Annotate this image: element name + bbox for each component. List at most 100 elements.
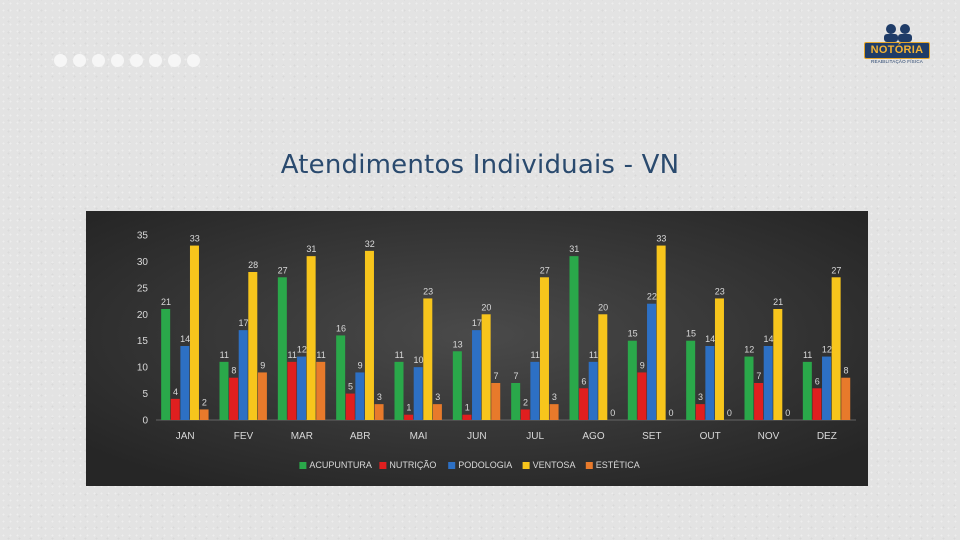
- data-label: 31: [306, 244, 316, 254]
- legend-swatch: [522, 462, 530, 469]
- bar-ventosa: [656, 245, 666, 420]
- bar-acupuntura: [686, 340, 696, 420]
- bar-podologia: [472, 330, 482, 420]
- bar-podologia: [647, 303, 657, 420]
- bar-acupuntura: [744, 356, 754, 420]
- decorative-dot: [73, 54, 86, 67]
- bar-acupuntura: [336, 335, 346, 420]
- bar-ventosa: [539, 277, 549, 420]
- bar-ventosa: [598, 314, 608, 420]
- decorative-dot: [187, 54, 200, 67]
- bar-estética: [199, 409, 209, 420]
- data-label: 15: [628, 329, 638, 339]
- data-label: 11: [589, 350, 598, 360]
- bar-podologia: [297, 356, 307, 420]
- data-label: 7: [513, 371, 518, 381]
- bar-ventosa: [831, 277, 841, 420]
- bar-ventosa: [248, 272, 258, 420]
- data-label: 3: [698, 392, 703, 402]
- data-label: 12: [744, 345, 754, 355]
- y-tick-label: 30: [137, 257, 149, 268]
- bar-estética: [257, 372, 267, 420]
- data-label: 11: [288, 350, 297, 360]
- x-tick-label: NOV: [758, 431, 780, 442]
- data-label: 17: [238, 318, 248, 328]
- data-label: 23: [423, 286, 433, 296]
- bar-nutrição: [579, 388, 589, 420]
- bar-acupuntura: [277, 277, 287, 420]
- bar-nutrição: [812, 388, 822, 420]
- data-label: 20: [481, 302, 491, 312]
- data-label: 12: [822, 345, 832, 355]
- x-tick-label: JUN: [467, 431, 486, 442]
- decorative-dot: [54, 54, 67, 67]
- bar-nutrição: [345, 393, 355, 420]
- data-label: 7: [494, 371, 499, 381]
- bar-acupuntura: [161, 309, 171, 420]
- bar-estética: [432, 404, 442, 420]
- data-label: 11: [803, 350, 812, 360]
- x-tick-label: JAN: [176, 431, 195, 442]
- data-label: 6: [815, 376, 820, 386]
- bar-nutrição: [462, 414, 472, 420]
- data-label: 9: [640, 360, 645, 370]
- data-label: 1: [465, 403, 470, 413]
- data-label: 20: [598, 302, 608, 312]
- data-label: 0: [669, 408, 674, 418]
- bar-ventosa: [306, 256, 316, 420]
- data-label: 17: [472, 318, 482, 328]
- page-title: Atendimentos Individuais - VN: [280, 150, 680, 180]
- decorative-dot: [111, 54, 124, 67]
- data-label: 16: [336, 323, 346, 333]
- x-tick-label: ABR: [350, 431, 371, 442]
- data-label: 2: [202, 397, 207, 407]
- data-label: 11: [530, 350, 539, 360]
- bar-podologia: [355, 372, 365, 420]
- data-label: 21: [773, 297, 783, 307]
- data-label: 33: [656, 234, 666, 244]
- bar-acupuntura: [802, 361, 812, 420]
- bar-ventosa: [714, 298, 724, 420]
- legend-swatch: [585, 462, 593, 469]
- x-tick-label: OUT: [700, 431, 721, 442]
- data-label: 10: [413, 355, 423, 365]
- bar-acupuntura: [394, 361, 404, 420]
- data-label: 12: [297, 345, 307, 355]
- bar-nutrição: [170, 398, 180, 420]
- y-tick-label: 0: [142, 416, 148, 427]
- x-tick-label: MAI: [410, 431, 428, 442]
- data-label: 23: [715, 286, 725, 296]
- data-label: 0: [785, 408, 790, 418]
- bar-acupuntura: [219, 361, 229, 420]
- data-label: 3: [552, 392, 557, 402]
- people-icon: [884, 24, 912, 42]
- data-label: 6: [581, 376, 586, 386]
- data-label: 5: [348, 382, 353, 392]
- legend-label: PODOLOGIA: [458, 460, 512, 470]
- bar-ventosa: [423, 298, 433, 420]
- y-tick-label: 20: [137, 310, 149, 321]
- data-label: 0: [727, 408, 732, 418]
- data-label: 31: [569, 244, 579, 254]
- decorative-dot: [149, 54, 162, 67]
- data-label: 11: [220, 350, 229, 360]
- notoria-logo: NOTÓRIA REABILITAÇÃO FÍSICA: [864, 24, 930, 68]
- decorative-dot: [92, 54, 105, 67]
- x-tick-label: JUL: [526, 431, 544, 442]
- data-label: 14: [180, 334, 190, 344]
- decorative-dot: [130, 54, 143, 67]
- bar-nutrição: [520, 409, 530, 420]
- bar-nutrição: [287, 361, 297, 420]
- data-label: 14: [705, 334, 715, 344]
- data-label: 27: [831, 265, 841, 275]
- data-label: 28: [248, 260, 258, 270]
- y-tick-label: 10: [137, 363, 149, 374]
- bar-acupuntura: [627, 340, 637, 420]
- bar-nutrição: [637, 372, 647, 420]
- bar-estética: [549, 404, 559, 420]
- bar-podologia: [588, 361, 598, 420]
- x-tick-label: DEZ: [817, 431, 837, 442]
- data-label: 0: [610, 408, 615, 418]
- bar-nutrição: [404, 414, 414, 420]
